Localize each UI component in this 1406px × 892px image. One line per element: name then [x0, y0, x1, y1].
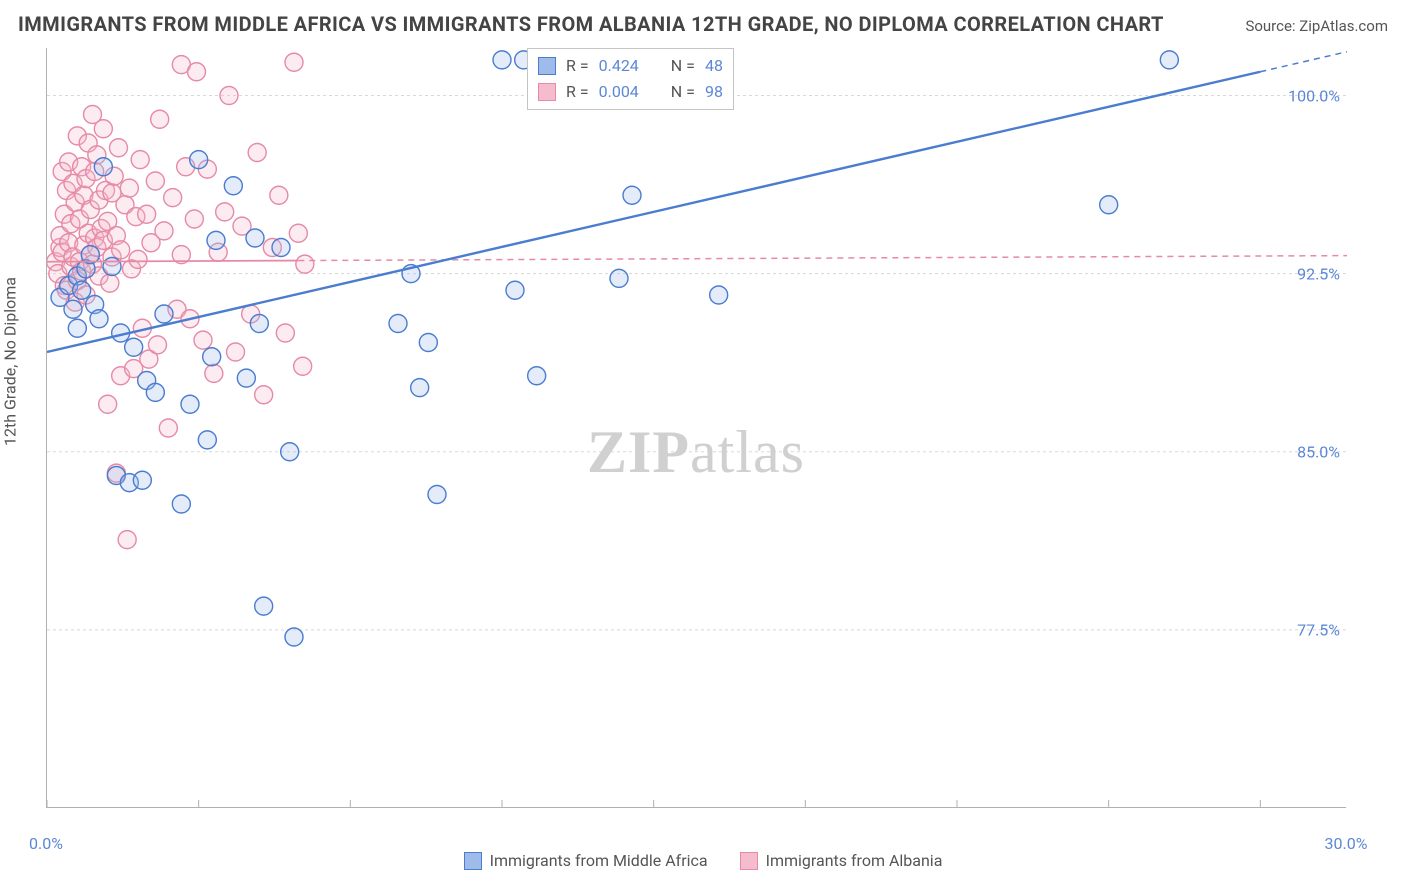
n-value-b: 98 — [705, 79, 723, 105]
stat-legend-row-a: R = 0.424 N = 48 — [538, 53, 723, 79]
source-prefix: Source: — [1245, 17, 1299, 35]
plot-svg — [47, 48, 1347, 808]
source-name: ZipAtlas.com — [1299, 17, 1388, 35]
y-tick-label: 100.0% — [1288, 86, 1340, 105]
legend-swatch-a — [538, 57, 556, 75]
r-label: R = — [566, 53, 589, 79]
x-tick-left: 0.0% — [29, 834, 63, 853]
r-value-b: 0.004 — [599, 79, 639, 105]
legend-item-a: Immigrants from Middle Africa — [464, 851, 708, 870]
r-label: R = — [566, 79, 589, 105]
n-label: N = — [671, 79, 695, 105]
bottom-legend: Immigrants from Middle Africa Immigrants… — [0, 851, 1406, 870]
y-axis-label: 12th Grade, No Diploma — [1, 277, 20, 446]
legend-label-b: Immigrants from Albania — [766, 851, 943, 870]
r-value-a: 0.424 — [599, 53, 639, 79]
n-label: N = — [671, 53, 695, 79]
y-tick-label: 77.5% — [1297, 620, 1340, 639]
legend-swatch-b-icon — [740, 852, 758, 870]
legend-label-a: Immigrants from Middle Africa — [490, 851, 708, 870]
legend-swatch-b — [538, 83, 556, 101]
stat-legend-row-b: R = 0.004 N = 98 — [538, 79, 723, 105]
source-attribution: Source: ZipAtlas.com — [1245, 17, 1388, 35]
legend-item-b: Immigrants from Albania — [740, 851, 943, 870]
y-tick-label: 92.5% — [1297, 264, 1340, 283]
x-tick-right: 30.0% — [1325, 834, 1368, 853]
legend-swatch-a-icon — [464, 852, 482, 870]
chart-title: IMMIGRANTS FROM MIDDLE AFRICA VS IMMIGRA… — [18, 12, 1164, 36]
plot-area: ZIPatlas R = 0.424 N = 48 R = 0.004 N = … — [46, 48, 1346, 808]
chart-container: IMMIGRANTS FROM MIDDLE AFRICA VS IMMIGRA… — [0, 0, 1406, 892]
y-tick-label: 85.0% — [1297, 442, 1340, 461]
n-value-a: 48 — [705, 53, 723, 79]
stat-legend: R = 0.424 N = 48 R = 0.004 N = 98 — [527, 48, 734, 110]
title-row: IMMIGRANTS FROM MIDDLE AFRICA VS IMMIGRA… — [18, 12, 1388, 36]
